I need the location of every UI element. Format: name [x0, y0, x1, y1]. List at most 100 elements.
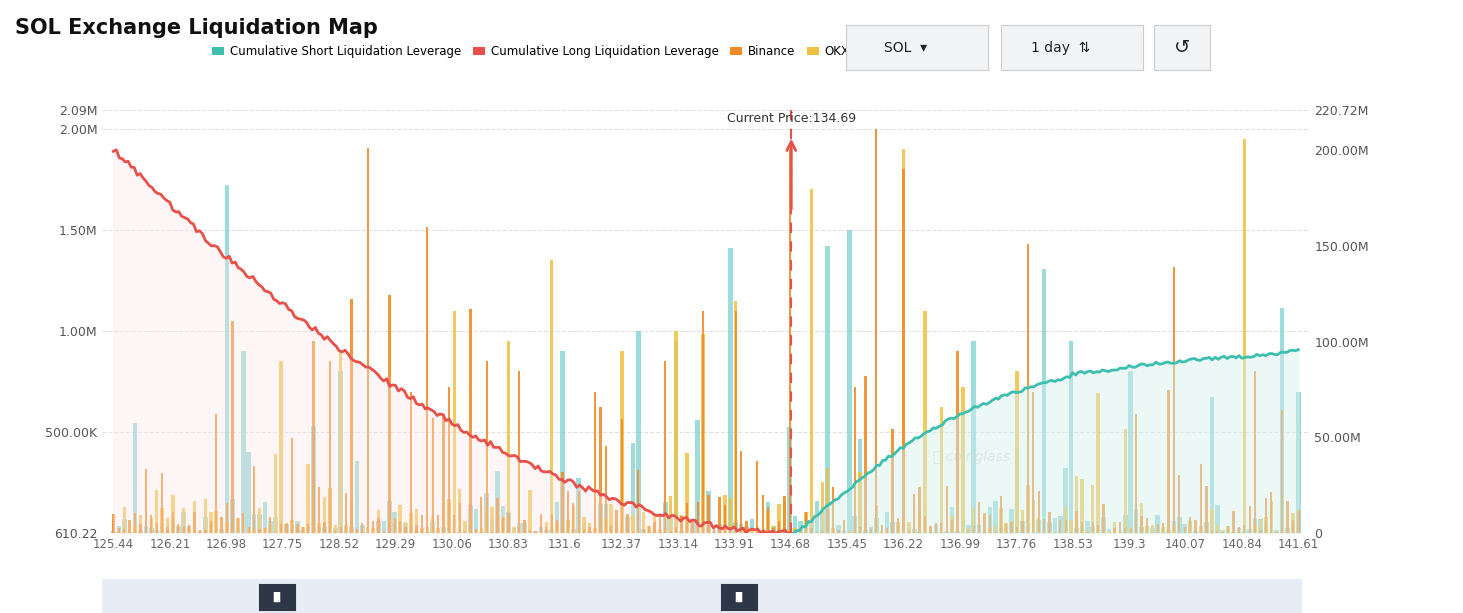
Bar [1236, 528, 1241, 533]
Bar [863, 522, 868, 533]
Bar [544, 522, 549, 533]
Bar [895, 527, 900, 533]
Bar [1037, 517, 1040, 533]
Bar [1242, 531, 1246, 533]
Bar [121, 519, 126, 533]
Bar [1081, 522, 1083, 533]
Bar [1276, 531, 1279, 533]
Bar [903, 169, 904, 533]
Bar [945, 486, 948, 533]
Bar [1296, 519, 1301, 533]
Bar [540, 532, 543, 533]
Bar [696, 502, 699, 533]
Bar [749, 519, 755, 533]
Text: Current Price:134.69: Current Price:134.69 [727, 112, 856, 125]
Bar [317, 487, 320, 533]
Bar [805, 512, 808, 533]
Bar [995, 532, 996, 533]
Bar [257, 514, 262, 533]
Bar [221, 517, 222, 533]
Bar [159, 523, 164, 533]
Bar [631, 515, 635, 533]
Bar [724, 504, 726, 533]
Text: 1 day  ⇅: 1 day ⇅ [1030, 40, 1090, 55]
Bar [133, 527, 136, 533]
Bar [1086, 532, 1088, 533]
Bar [1172, 521, 1176, 533]
Bar [999, 497, 1002, 533]
Text: ▐▌: ▐▌ [269, 592, 285, 602]
Bar [544, 530, 549, 533]
Bar [458, 531, 462, 533]
Bar [350, 501, 353, 533]
Bar [642, 512, 645, 533]
Bar [707, 520, 711, 533]
Bar [269, 517, 272, 533]
Bar [187, 528, 190, 533]
Bar [329, 361, 331, 533]
Bar [977, 502, 980, 533]
Bar [1182, 524, 1186, 533]
Bar [841, 531, 846, 533]
Bar [214, 527, 218, 533]
Bar [610, 504, 613, 533]
Bar [664, 361, 667, 533]
Bar [344, 526, 348, 533]
Bar [279, 520, 284, 533]
Bar [127, 532, 132, 533]
Bar [420, 528, 424, 533]
Bar [458, 489, 461, 533]
Bar [907, 531, 910, 533]
Bar [809, 522, 813, 533]
Bar [917, 510, 922, 533]
Bar [1274, 530, 1279, 533]
Bar [588, 527, 591, 533]
Bar [837, 530, 840, 533]
Bar [875, 129, 878, 533]
Bar [215, 414, 218, 533]
Bar [1156, 516, 1160, 533]
Bar [1009, 509, 1014, 533]
Bar [171, 519, 176, 533]
Bar [372, 522, 375, 533]
Bar [1238, 532, 1241, 533]
Bar [1091, 485, 1094, 533]
Bar [1254, 371, 1257, 533]
Bar [1254, 525, 1257, 533]
Bar [161, 473, 164, 533]
Bar [604, 504, 609, 533]
Bar [1265, 498, 1267, 533]
Bar [885, 512, 890, 533]
Bar [783, 496, 786, 533]
Bar [901, 149, 906, 533]
Bar [647, 530, 651, 533]
Bar [1286, 527, 1289, 533]
Bar [827, 509, 828, 533]
Bar [360, 525, 364, 533]
Bar [670, 531, 672, 533]
Bar [708, 495, 710, 533]
Bar [928, 531, 933, 533]
Bar [1214, 505, 1220, 533]
Bar [767, 507, 770, 533]
Bar [614, 523, 619, 533]
Bar [873, 518, 879, 533]
Bar [658, 530, 661, 533]
Bar [328, 489, 332, 533]
Bar [230, 499, 234, 533]
Bar [805, 512, 808, 533]
Bar [1015, 448, 1020, 533]
Bar [819, 511, 825, 533]
Bar [290, 520, 294, 533]
Bar [789, 529, 791, 533]
Bar [691, 519, 695, 533]
Bar [474, 530, 477, 533]
Bar [1005, 524, 1008, 533]
Bar [550, 514, 553, 533]
Bar [857, 438, 862, 533]
Bar [452, 311, 456, 533]
Bar [1270, 492, 1273, 533]
Bar [1166, 530, 1170, 533]
Bar [843, 520, 846, 533]
Bar [587, 531, 593, 533]
